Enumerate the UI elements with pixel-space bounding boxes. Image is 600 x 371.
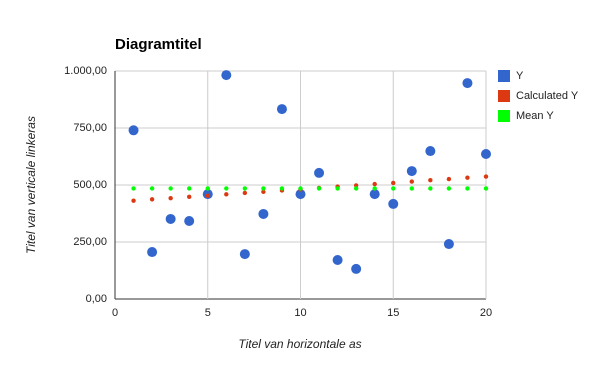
- x-tick-label: 15: [387, 307, 399, 319]
- point: [168, 186, 173, 191]
- point: [242, 186, 248, 191]
- point: [443, 239, 454, 250]
- point: [314, 167, 325, 178]
- point: [224, 186, 229, 191]
- point: [295, 189, 306, 200]
- point: [465, 175, 470, 180]
- legend-label: Y: [516, 70, 524, 82]
- point: [372, 181, 377, 187]
- point: [276, 104, 287, 115]
- point: [483, 186, 489, 191]
- point: [481, 148, 491, 159]
- point: [149, 197, 155, 202]
- y-tick-label: 500,00: [73, 179, 107, 191]
- point: [184, 216, 195, 227]
- point: [483, 174, 489, 179]
- y-axis-title: Titel van verticale linkeras: [24, 116, 38, 254]
- point: [242, 190, 248, 196]
- y-tick-label: 750,00: [73, 122, 107, 134]
- point: [391, 186, 396, 191]
- point: [332, 255, 343, 266]
- point: [131, 186, 136, 191]
- chart-title: Diagramtitel: [115, 36, 202, 53]
- point: [428, 178, 433, 183]
- point: [446, 176, 452, 182]
- legend-swatch: [498, 70, 510, 82]
- point: [187, 186, 192, 191]
- point: [353, 186, 359, 191]
- y-tick-label: 1.000,00: [64, 65, 107, 77]
- point: [205, 186, 210, 191]
- point: [279, 186, 285, 191]
- legend-swatch: [498, 110, 510, 122]
- point: [351, 263, 362, 274]
- point: [409, 186, 414, 191]
- point: [165, 213, 176, 224]
- point: [187, 194, 192, 200]
- point: [369, 189, 380, 200]
- point: [261, 189, 266, 195]
- point: [316, 186, 322, 191]
- point: [168, 196, 173, 201]
- point: [428, 186, 433, 191]
- point: [258, 208, 269, 219]
- point: [224, 192, 229, 197]
- x-tick-label: 20: [480, 307, 492, 319]
- legend-label: Mean Y: [516, 110, 554, 122]
- point: [425, 146, 436, 157]
- point: [147, 247, 158, 258]
- point: [372, 186, 377, 191]
- point: [465, 186, 470, 191]
- point: [128, 125, 139, 136]
- x-tick-label: 0: [112, 307, 118, 319]
- point: [462, 78, 473, 89]
- y-tick-label: 250,00: [73, 236, 107, 248]
- point: [335, 186, 340, 191]
- x-tick-label: 10: [294, 307, 306, 319]
- point: [131, 198, 136, 203]
- point: [205, 193, 210, 198]
- x-tick-label: 5: [205, 307, 211, 319]
- point: [298, 186, 303, 191]
- legend-swatch: [498, 90, 510, 102]
- point: [388, 198, 399, 209]
- point: [261, 186, 266, 191]
- point: [446, 186, 452, 191]
- point: [406, 166, 417, 177]
- point: [409, 179, 414, 184]
- point: [391, 180, 396, 186]
- x-axis-title: Titel van horizontale as: [238, 337, 361, 351]
- y-tick-label: 0,00: [86, 293, 107, 305]
- point: [239, 249, 250, 260]
- point: [221, 70, 232, 81]
- legend-label: Calculated Y: [516, 90, 579, 102]
- point: [149, 186, 155, 191]
